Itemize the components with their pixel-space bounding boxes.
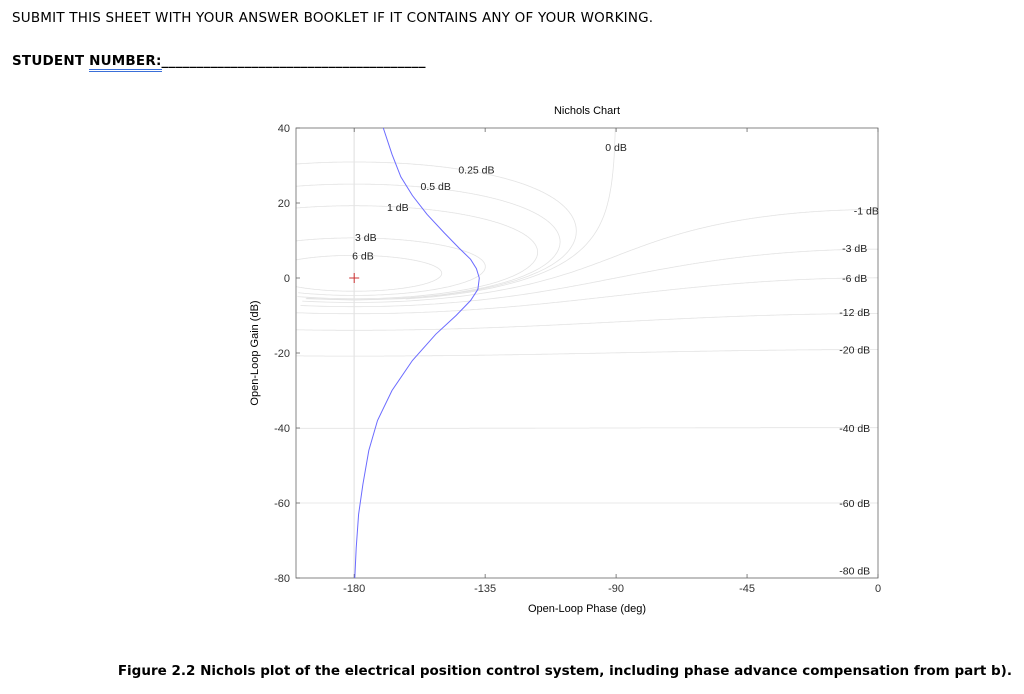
m-contour [296, 237, 486, 296]
instruction-text: SUBMIT THIS SHEET WITH YOUR ANSWER BOOKL… [12, 10, 654, 26]
grid-label: -3 dB [842, 243, 867, 255]
x-tick-label: 0 [875, 583, 881, 595]
grid-label: 6 dB [352, 251, 374, 263]
y-tick-label: 0 [284, 273, 290, 285]
grid-label: -12 dB [839, 307, 870, 319]
student-label-b: NUMBER: [89, 53, 162, 72]
series-line [354, 127, 480, 579]
grid-label: 0.25 dB [458, 164, 494, 176]
chart-title: Nichols Chart [554, 105, 620, 117]
x-tick-label: -180 [343, 583, 365, 595]
y-tick-label: -60 [274, 498, 290, 510]
student-number-label: STUDENT NUMBER:_________________________… [12, 53, 426, 72]
grid-label: 0.5 dB [421, 181, 451, 193]
grid-label: 0 dB [605, 142, 627, 154]
m-contour [296, 427, 878, 429]
m-contour [302, 209, 878, 303]
y-axis-label: Open-Loop Gain (dB) [249, 300, 261, 405]
student-number-blank[interactable]: ______________________________________ [161, 53, 426, 69]
y-tick-label: 40 [278, 123, 290, 135]
x-tick-label: -45 [739, 583, 755, 595]
labels: Nichols Chart Open-Loop Phase (deg) Open-L… [249, 105, 879, 615]
grid-label: 1 dB [387, 202, 409, 214]
y-tick-label: -40 [274, 423, 290, 435]
m-contour [296, 313, 878, 331]
m-contour-0db [405, 127, 616, 300]
grid-label: 3 dB [355, 232, 377, 244]
nichols-chart: 40 20 0 -20 -40 -60 -80 -180 -135 -90 -45 0 Nichols… [249, 105, 881, 615]
m-contour [296, 349, 878, 357]
grid-label: -20 dB [839, 344, 870, 356]
grid-lines [295, 127, 878, 579]
x-axis-label: Open-Loop Phase (deg) [528, 603, 646, 615]
x-tick-label: -135 [474, 583, 496, 595]
grid-label: -60 dB [839, 498, 870, 510]
figure-caption: Figure 2.2 Nichols plot of the electrica… [117, 663, 1012, 679]
axes: 40 20 0 -20 -40 -60 -80 -180 -135 -90 -45 0 [274, 123, 881, 595]
y-tick-label: -20 [274, 348, 290, 360]
x-tick-label: -90 [608, 583, 624, 595]
m-contour [295, 254, 443, 292]
grid-label: -40 dB [839, 423, 870, 435]
grid-label: -6 dB [842, 273, 867, 285]
m-contour [296, 277, 878, 315]
m-contour [296, 205, 538, 300]
m-contour [300, 248, 878, 308]
marks [349, 127, 480, 579]
y-tick-label: 20 [278, 198, 290, 210]
grid-label: -1 dB [854, 206, 879, 218]
m-contour [296, 183, 561, 301]
student-label-a: STUDENT [12, 53, 90, 69]
grid-label: -80 dB [839, 566, 870, 578]
y-tick-label: -80 [274, 573, 290, 585]
